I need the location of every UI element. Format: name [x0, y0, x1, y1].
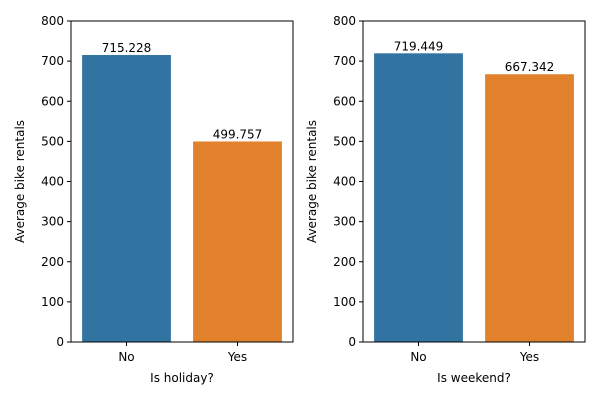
bar-yes — [485, 74, 574, 343]
x-tick-label: No — [410, 350, 426, 364]
x-tick-label: No — [118, 350, 134, 364]
bar-value-label: 719.449 — [394, 39, 444, 53]
y-axis-label: Average bike rentals — [305, 120, 319, 243]
y-tick-label: 500 — [333, 134, 356, 148]
y-tick-label: 300 — [333, 215, 356, 229]
y-tick-label: 800 — [41, 14, 64, 28]
chart-panel-1: 715.228 499.757 0 100 200 300 400 500 600 700 800 N… — [13, 14, 294, 385]
y-axis-label: Average bike rentals — [13, 120, 27, 243]
y-tick-label: 100 — [333, 295, 356, 309]
y-tick-label: 200 — [41, 255, 64, 269]
bar-value-label: 499.757 — [213, 127, 263, 141]
x-tick-label: Yes — [519, 350, 539, 364]
bar-no — [82, 55, 171, 342]
y-tick-label: 600 — [41, 94, 64, 108]
y-tick-label: 800 — [333, 14, 356, 28]
bar-value-label: 715.228 — [102, 41, 152, 55]
y-tick-label: 500 — [41, 134, 64, 148]
x-axis-label: Is holiday? — [150, 371, 214, 385]
x-axis-label: Is weekend? — [437, 371, 511, 385]
y-tick-label: 300 — [41, 215, 64, 229]
x-tick-label: Yes — [227, 350, 247, 364]
y-tick-label: 0 — [56, 335, 64, 349]
bar-value-label: 667.342 — [505, 60, 555, 74]
y-tick-label: 400 — [41, 175, 64, 189]
bar-yes — [193, 141, 282, 342]
bar-no — [374, 53, 463, 343]
y-tick-label: 100 — [41, 295, 64, 309]
y-tick-label: 700 — [41, 54, 64, 68]
chart-panel-2: 719.449 667.342 0 100 200 300 400 500 600 700 800 N… — [305, 14, 586, 385]
y-tick-label: 0 — [348, 335, 356, 349]
y-tick-label: 600 — [333, 94, 356, 108]
y-tick-label: 200 — [333, 255, 356, 269]
y-tick-label: 700 — [333, 54, 356, 68]
y-tick-label: 400 — [333, 175, 356, 189]
